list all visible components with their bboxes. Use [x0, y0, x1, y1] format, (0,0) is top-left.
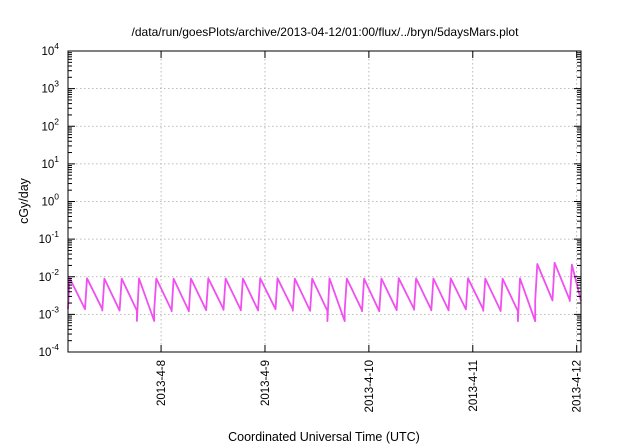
- chart-title: /data/run/goesPlots/archive/2013-04-12/0…: [132, 25, 520, 39]
- x-axis-title: Coordinated Universal Time (UTC): [228, 430, 420, 444]
- y-axis: 10-4 10-3 10-2 10-1 100 101 102 103 104: [39, 41, 581, 359]
- y-tick-label: 10-1: [39, 229, 60, 246]
- y-tick-label: 100: [41, 192, 59, 209]
- x-tick-label: 2013-4-10: [364, 360, 376, 412]
- series-line: [67, 261, 582, 323]
- grid-lines: [68, 51, 581, 352]
- y-tick-label: 10-2: [39, 267, 60, 284]
- y-tick-label: 103: [41, 79, 59, 96]
- y-tick-label: 10-4: [39, 342, 60, 359]
- y-tick-label: 10-3: [39, 304, 60, 321]
- series-layer: [67, 261, 582, 323]
- x-tick-label: 2013-4-11: [468, 360, 480, 412]
- x-tick-label: 2013-4-12: [572, 360, 584, 412]
- y-tick-label: 101: [41, 154, 59, 171]
- y-tick-label: 102: [41, 116, 59, 133]
- x-axis: 2013-4-8 2013-4-9 2013-4-10 2013-4-11 2013-4…: [156, 51, 584, 412]
- y-tick-label: 104: [41, 41, 59, 58]
- x-tick-label: 2013-4-8: [156, 360, 168, 406]
- x-tick-label: 2013-4-9: [260, 360, 272, 406]
- y-axis-title: cGy/day: [17, 177, 31, 224]
